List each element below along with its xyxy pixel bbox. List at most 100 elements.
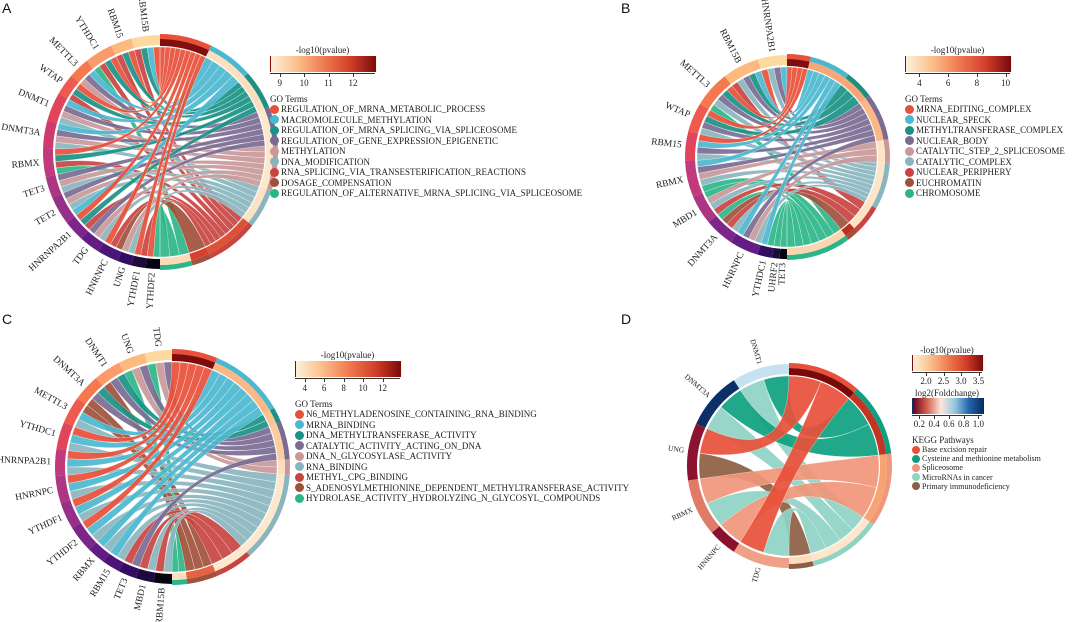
term-arc — [883, 139, 890, 163]
legend-item: REGULATION_OF_GENE_EXPRESSION_EPIGENETIC — [270, 136, 582, 147]
legend-swatch-icon — [905, 125, 914, 135]
term-pvalue-arc — [787, 59, 810, 69]
term-pvalue-arc — [876, 139, 885, 163]
legend-label: Primary immunodeficiency — [922, 481, 1010, 491]
legend-item: Primary immunodeficiency — [912, 482, 1041, 491]
gene-arc — [730, 233, 761, 255]
chord-link — [726, 66, 798, 119]
gene-label: WTAP — [37, 63, 64, 86]
gene-label: DNMT3A — [51, 354, 87, 388]
chord-link — [67, 363, 197, 484]
term-arc — [172, 579, 188, 585]
gene-label: RBM15 — [105, 7, 125, 39]
colorbar-tick-label: 0.6 — [943, 419, 955, 429]
chord-link — [71, 364, 205, 508]
legend-swatch-icon — [905, 104, 914, 114]
colorbar-tick — [963, 415, 965, 419]
chord-link — [104, 59, 250, 118]
gene-label: MBD1 — [671, 208, 699, 230]
gene-arc — [708, 215, 737, 243]
gene-arc — [96, 362, 124, 386]
gene-label: RBM15B — [717, 28, 743, 65]
gene-arc — [696, 380, 740, 428]
chord-link — [104, 51, 197, 245]
gene-label: RBM15 — [651, 137, 683, 150]
chord-link — [55, 135, 265, 164]
legend-swatch-icon — [295, 420, 304, 430]
gene-arc — [733, 364, 789, 389]
colorbar-tick-label: 4 — [917, 77, 922, 88]
term-pvalue-arc — [189, 247, 210, 261]
legend-item: NUCLEAR_PERIPHERY — [905, 167, 1065, 178]
legend-label: NUCLEAR_PERIPHERY — [916, 167, 1012, 178]
term-pvalue-arc — [789, 368, 854, 398]
chord-link — [699, 375, 822, 455]
gene-label: TET2 — [34, 208, 58, 228]
legend-title: GO Terms — [905, 93, 943, 104]
chord-link — [69, 373, 228, 448]
legend-label: REGULATION_OF_MRNA_METABOLIC_PROCESS — [281, 104, 486, 115]
gene-label: UNG — [667, 443, 685, 454]
term-pvalue-arc — [212, 546, 247, 572]
colorbar-tick-label: 10 — [299, 77, 309, 88]
legend-item: MRNA_BINDING — [295, 420, 629, 431]
gene-label: TDG — [71, 246, 91, 268]
term-pvalue-arc — [260, 145, 273, 190]
colorbar-tick-label: 9 — [277, 77, 283, 88]
gene-label: YTHDF2 — [146, 272, 158, 309]
term-arc — [809, 56, 849, 79]
gene-label: DNMT1 — [16, 88, 50, 110]
colorbar-tick-label: 12 — [348, 77, 358, 88]
legend-label: METHYLATION — [281, 146, 346, 157]
chord-link — [63, 104, 262, 136]
legend-swatch-icon — [905, 167, 914, 177]
legend-item: REGULATION_OF_MRNA_METABOLIC_PROCESS — [270, 104, 582, 115]
term-arc — [284, 459, 290, 475]
foldchange-colorbar — [912, 398, 984, 414]
chord-link — [67, 362, 189, 460]
legend-item: EUCHROMATIN — [905, 178, 1065, 189]
legend-title: GO Terms — [270, 93, 308, 104]
legend-swatch-icon — [912, 482, 920, 491]
gene-label: DNMT1 — [82, 337, 109, 370]
term-arc — [160, 260, 193, 270]
chord-link — [713, 99, 876, 177]
colorbar-tick — [978, 372, 980, 376]
legend-label: MRNA_EDITING_COMPLEX — [916, 104, 1032, 115]
legend-label: DNA_METHYLTRANSFERASE_ACTIVITY — [306, 430, 477, 441]
gene-label: YTHDF2 — [45, 538, 80, 569]
chord-link — [68, 382, 242, 492]
legend-swatch-icon — [905, 157, 914, 167]
chord-link — [740, 381, 849, 553]
term-pvalue-arc — [849, 392, 887, 456]
chord-link — [66, 377, 235, 468]
gene-arc — [687, 423, 706, 481]
term-pvalue-arc — [185, 564, 216, 580]
chord-link — [65, 164, 264, 205]
legend-item: REGULATION_OF_MRNA_SPLICING_VIA_SPLICEOS… — [270, 125, 582, 136]
legend-label: REGULATION_OF_ALTERNATIVE_MRNA_SPLICING_… — [281, 188, 583, 199]
legend-b: -log10(pvalue) 4 6 8 10 GO Terms MRNA_EDITING_… — [905, 45, 1065, 199]
term-arc — [812, 521, 874, 567]
legend-swatch-icon — [270, 178, 279, 188]
gene-arc — [153, 572, 172, 584]
gene-label: HNRNPA2B1 — [27, 230, 74, 274]
legend-label: CHROMOSOME — [916, 188, 981, 199]
legend-swatch-icon — [912, 463, 920, 472]
colorbar-tick — [279, 72, 281, 77]
chord-link — [701, 118, 871, 142]
chord-link — [780, 201, 796, 248]
gene-label: YTHDC1 — [72, 15, 100, 52]
legend-label: DNA_MODIFICATION — [281, 156, 370, 167]
gene-arc — [71, 60, 93, 83]
term-pvalue-arc — [160, 253, 192, 265]
gene-arc — [98, 242, 122, 262]
legend-label: METHYL_CPG_BINDING — [306, 472, 408, 483]
legend-item: RNA_SPLICING_VIA_TRANSESTERIFICATION_REA… — [270, 167, 582, 178]
legend-swatch-icon — [295, 409, 304, 419]
legend-swatch-icon — [270, 104, 279, 114]
colorbar-tick — [343, 377, 345, 382]
gene-arc — [117, 251, 134, 266]
gene-label: UNG — [112, 266, 128, 289]
term-arc — [854, 206, 877, 232]
